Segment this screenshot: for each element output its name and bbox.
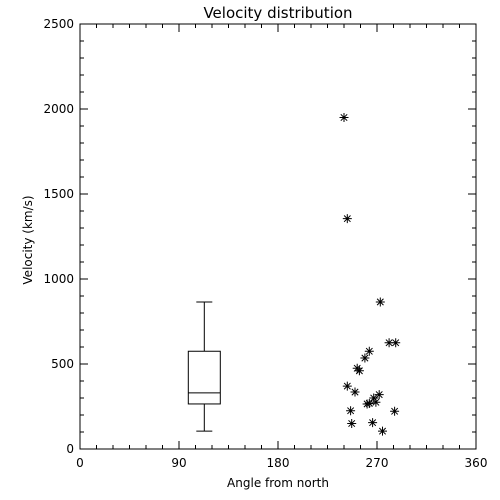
y-tick-label: 500	[51, 357, 74, 371]
data-point	[369, 393, 379, 403]
scatter-points	[339, 113, 401, 436]
box-iqr	[187, 350, 221, 405]
x-tick-label: 90	[171, 456, 186, 470]
y-tick-label: 1000	[43, 272, 74, 286]
data-point	[371, 397, 381, 407]
x-tick-label: 360	[465, 456, 488, 470]
data-point	[368, 418, 378, 428]
data-point	[364, 398, 374, 408]
y-tick-label: 0	[66, 442, 74, 456]
data-point	[342, 214, 352, 224]
x-tick-label: 0	[76, 456, 84, 470]
data-point	[391, 338, 401, 348]
axis-ticks: 0 90 180 270 360 0 500 1000 1500 2000 2500	[43, 17, 487, 470]
plot-frame	[79, 23, 477, 450]
data-point	[375, 297, 385, 307]
y-tick-label: 2500	[43, 17, 74, 31]
box-plot	[187, 301, 221, 432]
data-point	[364, 346, 374, 356]
data-point	[342, 381, 352, 391]
data-point	[347, 419, 357, 428]
data-point	[374, 390, 384, 400]
data-point	[384, 338, 394, 348]
data-point	[390, 406, 400, 416]
data-point	[346, 406, 356, 416]
y-tick-label: 1500	[43, 187, 74, 201]
x-tick-label: 180	[267, 456, 290, 470]
data-point	[360, 353, 370, 363]
chart-title: Velocity distribution	[203, 4, 352, 22]
y-tick-label: 2000	[43, 102, 74, 116]
data-point	[378, 426, 387, 436]
y-axis-label: Velocity (km/s)	[21, 195, 35, 284]
data-point	[350, 387, 360, 397]
data-point	[362, 399, 372, 409]
x-tick-label: 270	[366, 456, 389, 470]
x-axis-label: Angle from north	[227, 476, 329, 490]
data-point	[339, 113, 349, 122]
data-point	[354, 366, 364, 376]
